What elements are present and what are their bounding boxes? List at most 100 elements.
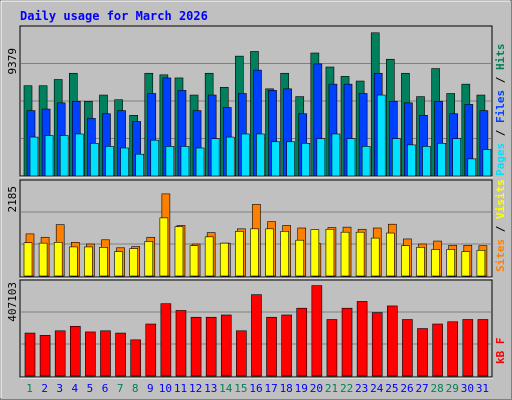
bar-pages-day-20 <box>316 138 326 177</box>
x-label-day-7: 7 <box>117 382 124 395</box>
bar-visits-day-25 <box>386 232 395 277</box>
bar-pages-day-22 <box>346 138 356 177</box>
bar-pages-day-24 <box>376 94 386 177</box>
bar-pages-day-25 <box>392 138 401 177</box>
bar-visits-day-9 <box>144 241 154 277</box>
top-legend: Pages / Files / Hits <box>494 44 507 177</box>
bar-visits-day-6 <box>99 247 108 277</box>
chart-title: Daily usage for March 2026 <box>20 9 208 23</box>
bar-visits-day-26 <box>401 245 410 277</box>
x-label-day-24: 24 <box>370 382 384 395</box>
bar-pages-day-16 <box>256 133 265 177</box>
bar-kb-f-day-10 <box>160 303 172 377</box>
bar-pages-day-3 <box>59 135 69 177</box>
bar-kb-f-day-27 <box>417 328 428 377</box>
bar-visits-day-10 <box>159 217 169 277</box>
bar-visits-day-31 <box>476 250 486 277</box>
bar-kb-f-day-30 <box>462 319 474 377</box>
bar-visits-day-19 <box>295 239 305 277</box>
bar-kb-f-day-12 <box>190 316 202 377</box>
bar-visits-day-20 <box>310 229 320 277</box>
x-label-day-14: 14 <box>219 382 233 395</box>
bar-pages-day-27 <box>422 146 431 177</box>
bar-pages-day-26 <box>407 144 416 177</box>
bar-kb-f-day-3 <box>54 330 66 377</box>
middle-legend: Sites / Visits <box>494 179 507 272</box>
bar-kb-f-day-15 <box>236 330 247 377</box>
bar-visits-day-4 <box>68 246 78 277</box>
x-label-day-15: 15 <box>234 382 247 395</box>
top-legend-part-4: Hits <box>494 44 507 71</box>
x-label-day-25: 25 <box>385 382 398 395</box>
x-label-day-19: 19 <box>295 382 308 395</box>
bar-kb-f-day-21 <box>326 319 338 377</box>
x-label-day-21: 21 <box>325 382 338 395</box>
bar-kb-f-day-24 <box>371 312 383 377</box>
bar-visits-day-7 <box>114 251 123 277</box>
bar-visits-day-8 <box>129 248 138 277</box>
x-label-day-1: 1 <box>26 382 33 395</box>
bar-kb-f-day-20 <box>311 285 323 377</box>
bar-kb-f-day-14 <box>220 314 232 377</box>
bar-kb-f-day-31 <box>477 319 489 377</box>
bar-pages-day-7 <box>120 147 129 177</box>
x-label-day-31: 31 <box>476 382 489 395</box>
bar-kb-f-day-4 <box>69 325 81 377</box>
bar-pages-day-17 <box>271 141 280 177</box>
bar-pages-day-15 <box>241 133 250 177</box>
bar-pages-day-19 <box>301 143 311 177</box>
x-label-day-2: 2 <box>41 382 48 395</box>
bar-kb-f-day-18 <box>281 314 292 377</box>
bottom-legend-part-0: kB F <box>494 338 507 365</box>
x-label-day-17: 17 <box>264 382 277 395</box>
bar-pages-day-2 <box>44 135 54 177</box>
x-label-day-11: 11 <box>174 382 187 395</box>
bar-kb-f-day-29 <box>447 321 459 377</box>
bar-kb-f-day-16 <box>251 294 262 377</box>
bar-kb-f-day-26 <box>402 319 413 377</box>
middle-legend-part-0: Sites <box>494 239 507 272</box>
bar-kb-f-day-2 <box>39 335 51 377</box>
bar-pages-day-13 <box>210 138 220 177</box>
x-label-day-30: 30 <box>461 382 474 395</box>
x-label-day-27: 27 <box>415 382 428 395</box>
bar-kb-f-day-8 <box>130 339 141 377</box>
bar-visits-day-2 <box>38 242 48 277</box>
bar-visits-day-28 <box>431 249 440 277</box>
bar-visits-day-14 <box>219 242 229 277</box>
top-legend-part-0: Pages <box>494 143 507 176</box>
x-label-day-4: 4 <box>72 382 79 395</box>
bar-pages-day-14 <box>225 136 235 177</box>
bar-kb-f-day-9 <box>145 323 157 377</box>
bar-visits-day-27 <box>416 247 425 277</box>
bar-pages-day-30 <box>467 158 477 177</box>
bar-kb-f-day-7 <box>115 332 126 377</box>
bar-pages-day-29 <box>452 138 462 177</box>
x-label-day-28: 28 <box>431 382 444 395</box>
x-label-day-29: 29 <box>446 382 459 395</box>
top-legend-part-3: / <box>494 70 507 90</box>
bar-kb-f-day-19 <box>296 307 308 377</box>
x-label-day-9: 9 <box>147 382 154 395</box>
bar-visits-day-11 <box>174 226 184 277</box>
bar-kb-f-day-22 <box>341 307 353 377</box>
bar-visits-day-3 <box>53 242 63 277</box>
x-axis-labels: 1 2 3 4 5 6 7 8 9 10 11 12 13 14 15 16 17 18 19 20 21 22 23 24 2… <box>26 382 489 395</box>
bar-pages-day-21 <box>331 133 341 177</box>
bar-visits-day-17 <box>265 228 274 277</box>
bar-pages-day-28 <box>437 143 446 177</box>
x-label-day-3: 3 <box>56 382 63 395</box>
bar-kb-f-day-28 <box>432 323 443 377</box>
x-label-day-23: 23 <box>355 382 368 395</box>
bar-pages-day-12 <box>195 147 205 177</box>
bar-visits-day-23 <box>355 231 365 277</box>
bar-visits-day-1 <box>23 242 33 277</box>
x-label-day-8: 8 <box>132 382 139 395</box>
bar-visits-day-21 <box>325 228 335 277</box>
middle-legend-part-1: / <box>494 219 507 239</box>
middle-legend-part-2: Visits <box>494 179 507 219</box>
middle-ymax-label: 2185 <box>6 186 19 213</box>
bar-visits-day-16 <box>250 228 259 277</box>
